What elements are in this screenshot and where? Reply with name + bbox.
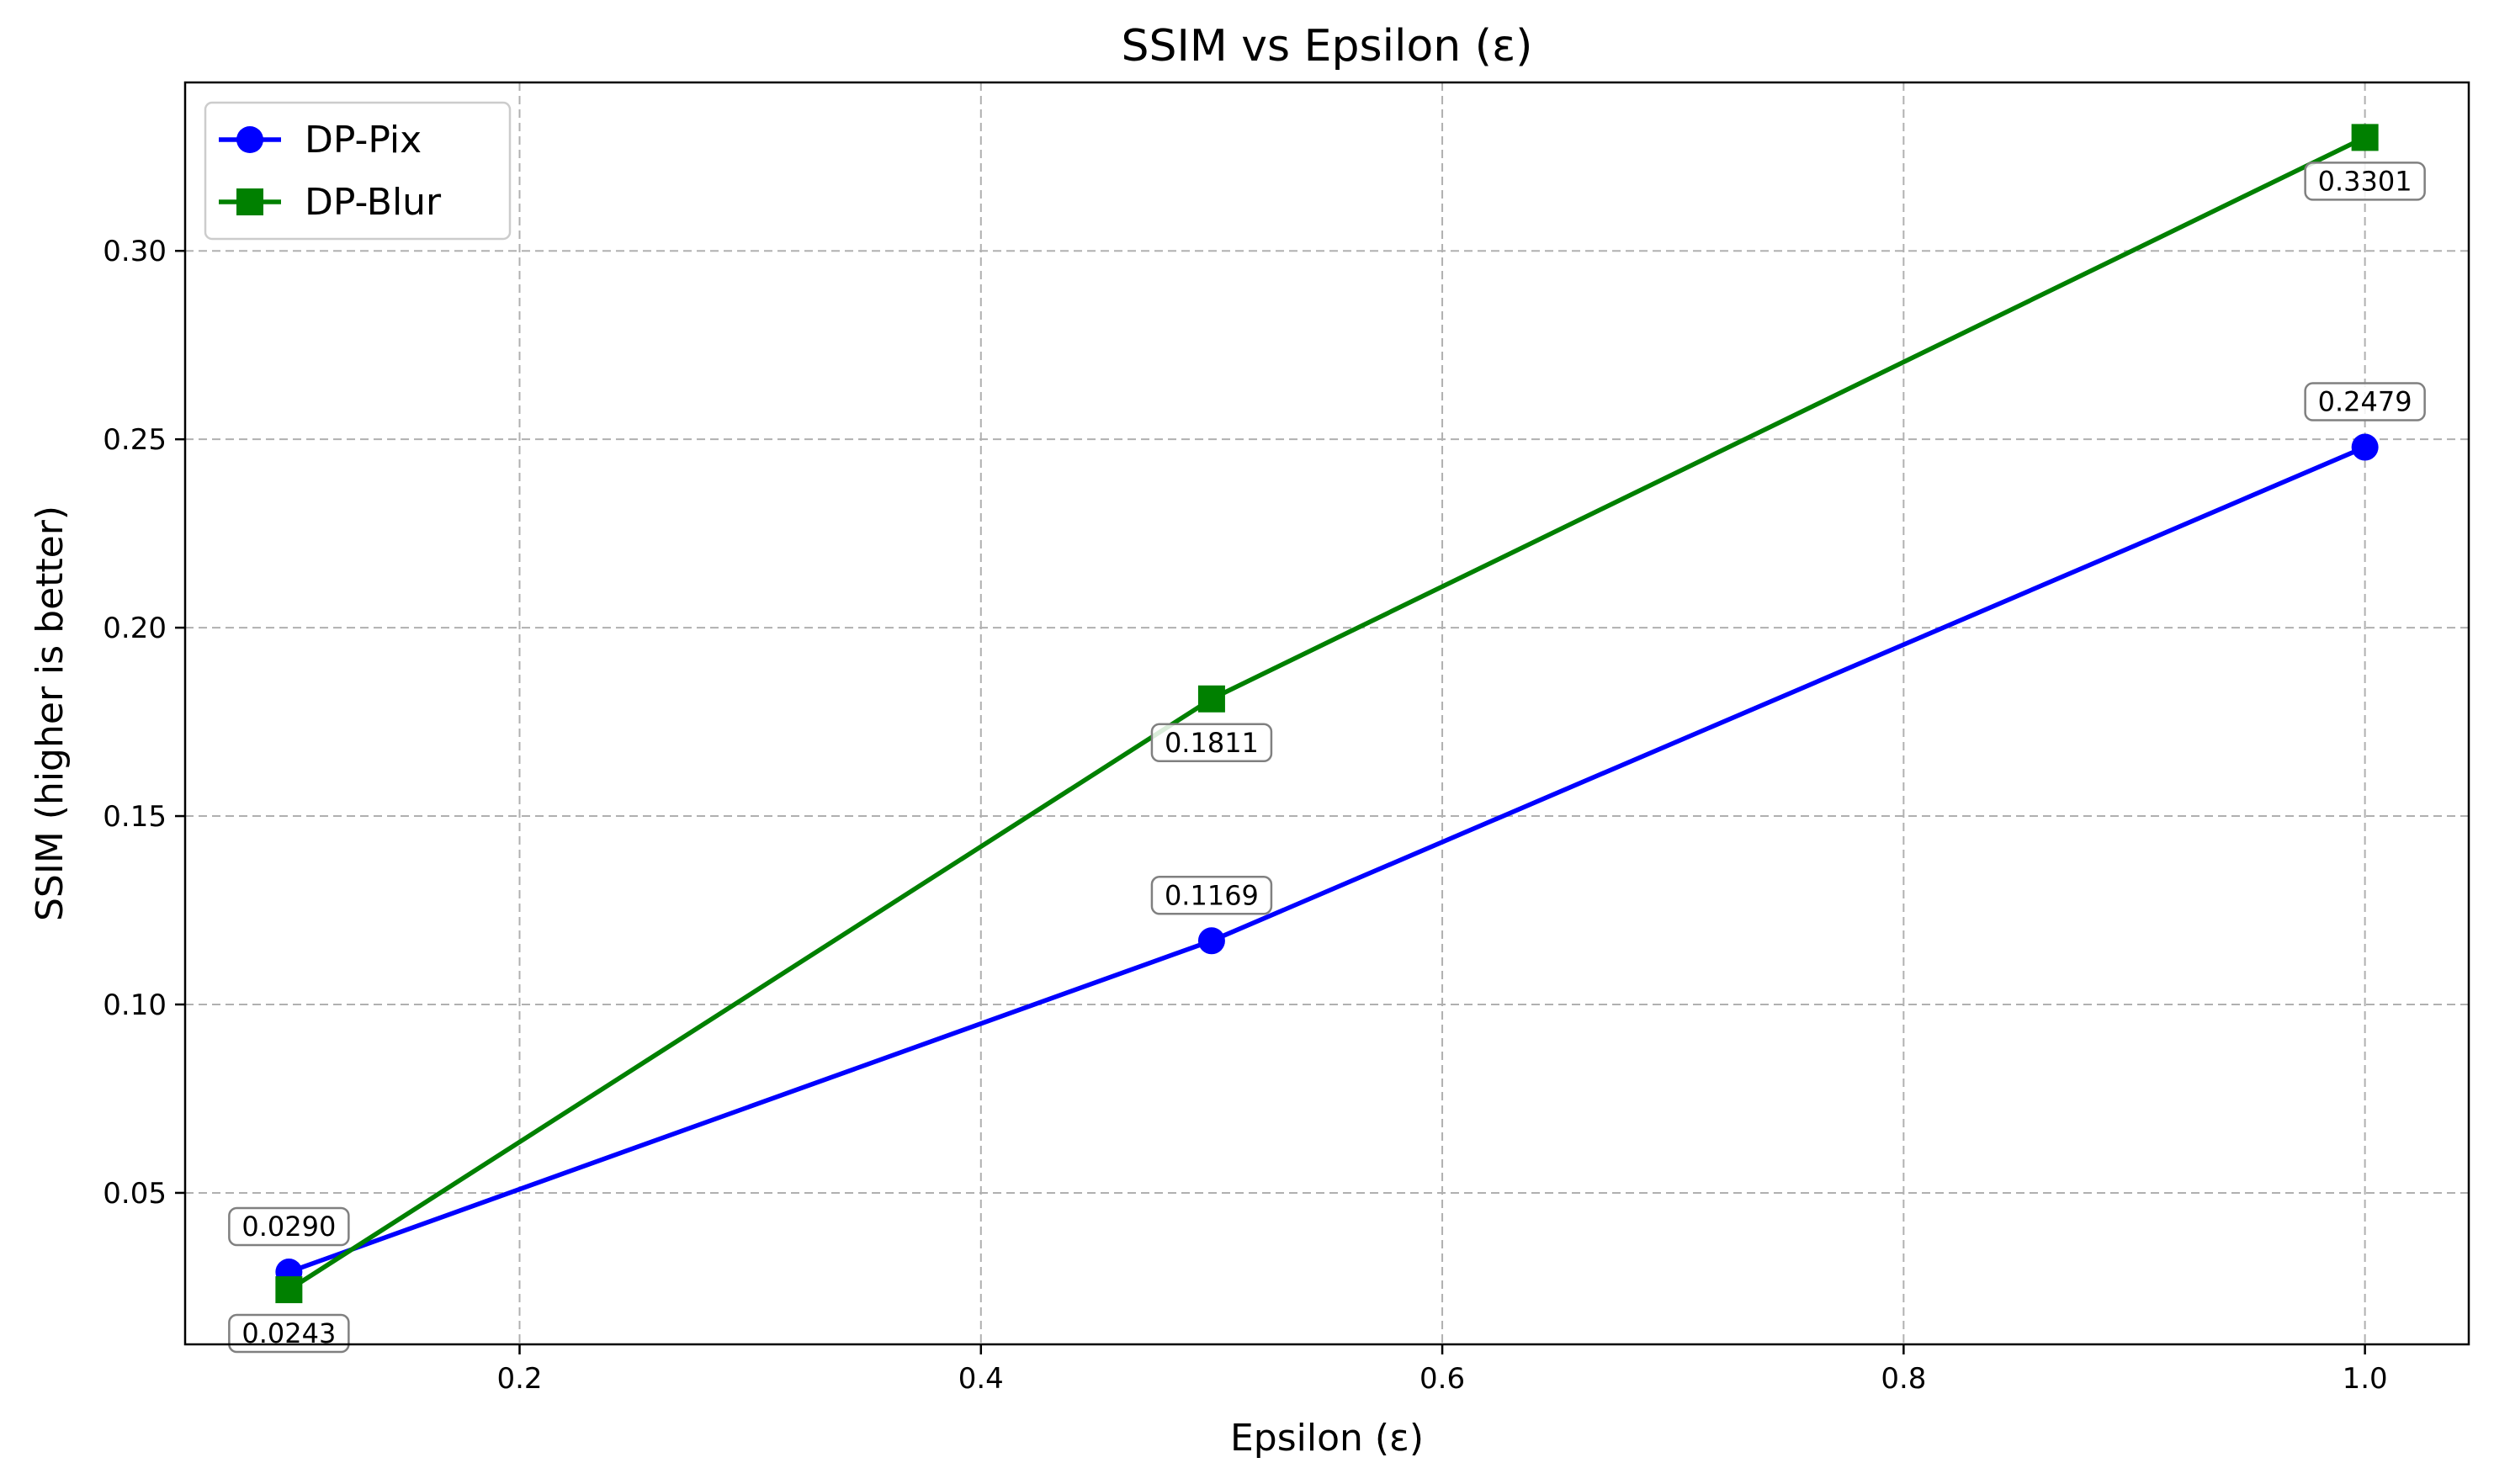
data-label-box — [1150, 723, 1273, 763]
x-tick-label: 1.0 — [2343, 1362, 2388, 1396]
series-line-dp-blur — [287, 135, 2366, 1292]
series-line-dp-pix — [288, 445, 2366, 1275]
chart-title: SSIM vs Epsilon (ε) — [1122, 21, 1533, 72]
tick-layer: 0.2 0.4 0.6 0.8 1.0 0.05 0.10 0.15 0.20 0.25 0.30 — [103, 235, 2387, 1396]
y-tick-label: 0.15 — [103, 800, 167, 834]
data-label-dp-blur: 0.3301 — [2318, 165, 2412, 197]
legend-marker-dp-pix — [236, 126, 263, 153]
data-label-box — [228, 1206, 350, 1247]
y-tick-label: 0.25 — [103, 423, 167, 457]
x-tick-label: 0.8 — [1881, 1362, 1926, 1396]
point-dp-pix — [1197, 927, 1225, 955]
x-axis-title: Epsilon (ε) — [1230, 1417, 1424, 1460]
x-tick-label: 0.2 — [496, 1362, 542, 1396]
grid-layer — [185, 82, 2469, 1344]
data-label-box — [228, 1313, 350, 1354]
point-dp-pix — [2351, 433, 2379, 461]
x-tick-label: 0.6 — [1419, 1362, 1465, 1396]
data-label-box — [1150, 876, 1273, 915]
data-label-dp-pix: 0.1169 — [1165, 879, 1259, 911]
point-dp-blur — [1197, 685, 1225, 713]
y-axis-title: SSIM (higher is better) — [29, 506, 72, 921]
data-label-dp-pix: 0.0290 — [241, 1211, 336, 1243]
y-tick-label: 0.30 — [103, 235, 167, 268]
x-tick-label: 0.4 — [958, 1362, 1004, 1396]
legend: DP-Pix DP-Blur — [204, 101, 512, 241]
point-dp-blur — [2351, 124, 2379, 151]
data-label-dp-pix: 0.2479 — [2318, 386, 2412, 418]
plot-frame — [183, 81, 2470, 1346]
y-tick-label: 0.05 — [103, 1177, 167, 1211]
legend-box — [204, 101, 512, 241]
data-label-dp-blur: 0.1811 — [1165, 727, 1259, 759]
data-label-box — [2304, 382, 2426, 421]
y-tick-label: 0.10 — [103, 988, 167, 1022]
y-tick-label: 0.20 — [103, 612, 167, 645]
legend-marker-dp-blur — [236, 188, 263, 215]
data-label-box — [2304, 162, 2426, 201]
legend-label-dp-blur: DP-Blur — [305, 181, 442, 224]
series-layer — [275, 124, 2379, 1304]
point-dp-blur — [275, 1276, 303, 1304]
legend-label-dp-pix: DP-Pix — [305, 119, 422, 162]
